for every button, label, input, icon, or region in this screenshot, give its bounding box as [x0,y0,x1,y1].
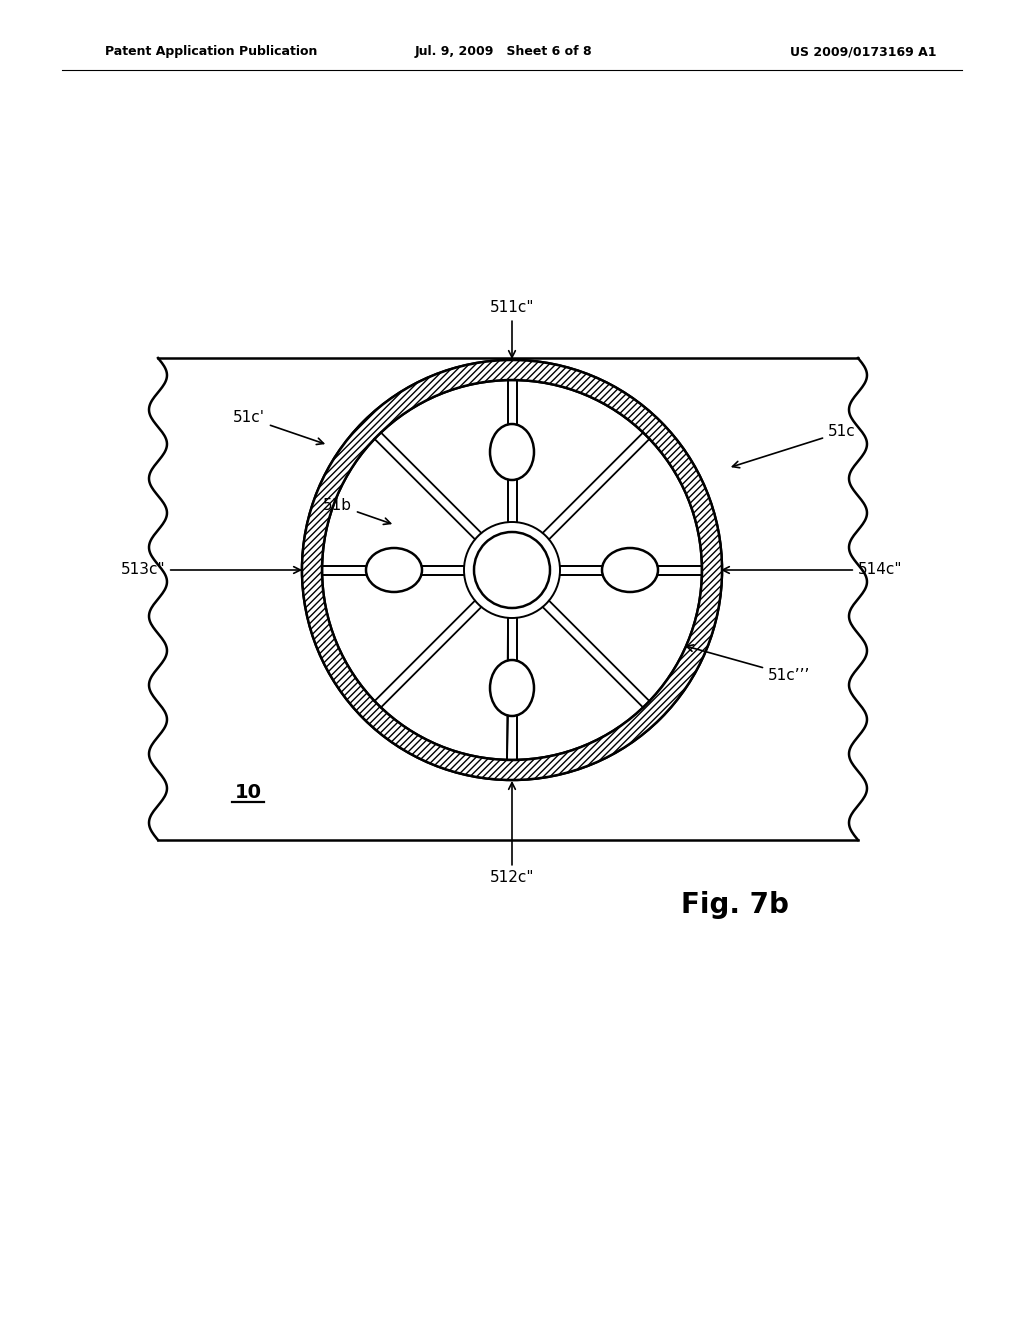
Text: US 2009/0173169 A1: US 2009/0173169 A1 [790,45,937,58]
Text: 512c": 512c" [489,783,535,886]
Ellipse shape [490,424,534,480]
Text: 51b: 51b [323,498,390,524]
Text: 51c': 51c' [233,411,324,445]
Text: 514c": 514c" [723,562,902,578]
Text: 513c": 513c" [121,562,300,578]
Text: Fig. 7b: Fig. 7b [681,891,788,919]
Text: 511c": 511c" [489,301,535,358]
Text: 51c’’’: 51c’’’ [686,645,810,682]
Ellipse shape [366,548,422,591]
Text: 51c: 51c [732,425,856,467]
Ellipse shape [602,548,658,591]
Text: Jul. 9, 2009   Sheet 6 of 8: Jul. 9, 2009 Sheet 6 of 8 [415,45,593,58]
Text: Patent Application Publication: Patent Application Publication [105,45,317,58]
Ellipse shape [490,660,534,715]
Text: 10: 10 [234,783,261,801]
